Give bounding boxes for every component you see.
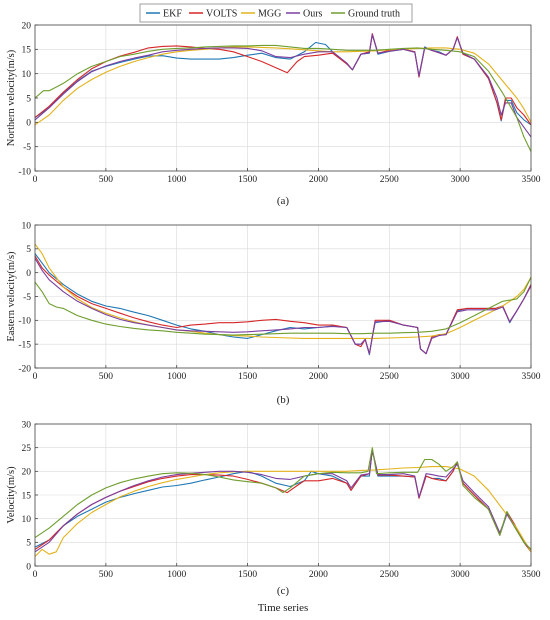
legend-item-ekf: EKF xyxy=(146,9,182,20)
y-tick-label: 20 xyxy=(22,468,32,478)
x-tick-label: 2500 xyxy=(380,372,399,382)
y-tick-label: 15 xyxy=(22,491,32,501)
x-tick-label: 1000 xyxy=(167,175,186,185)
series-line-ours xyxy=(34,258,532,355)
panel-a: 0 500 1000 1500 2000 2500 3000 3500 -10 -5 0 5 10 15 2… xyxy=(6,21,541,185)
legend: EKF VOLTS MGG Ours Ground truth xyxy=(139,3,413,23)
x-axis-title: Time series xyxy=(258,602,309,614)
y-tick-label: 20 xyxy=(22,21,32,31)
y-axis-title: Northern velocity(m/s) xyxy=(6,49,17,146)
x-tick-label: 1500 xyxy=(238,372,257,382)
x-tick-label: 500 xyxy=(99,372,114,382)
y-tick-label: 5 xyxy=(26,94,31,104)
x-tick-label: 3500 xyxy=(522,175,541,185)
x-tick-label: 2000 xyxy=(309,372,328,382)
x-tick-label: 2500 xyxy=(380,175,399,185)
series-line-ekf xyxy=(34,33,532,126)
y-tick-label: 10 xyxy=(22,70,32,80)
y-tick-label: 25 xyxy=(22,444,32,454)
series-line-mgg xyxy=(34,466,532,557)
series-line-volts xyxy=(34,255,532,355)
legend-label-mgg: MGG xyxy=(258,9,281,20)
series-line-ground-truth xyxy=(34,277,532,336)
x-tick-label: 2500 xyxy=(380,570,399,580)
x-tick-label: 0 xyxy=(33,372,38,382)
y-tick-label: 30 xyxy=(22,420,32,430)
x-tick-label: 500 xyxy=(99,570,114,580)
x-tick-label: 3000 xyxy=(451,570,470,580)
legend-item-ground-truth: Ground truth xyxy=(331,9,400,20)
series-line-volts xyxy=(34,33,532,126)
y-tick-label: -5 xyxy=(23,143,31,153)
x-tick-label: 1500 xyxy=(238,570,257,580)
legend-label-ekf: EKF xyxy=(163,9,182,20)
panel-label-c: (c) xyxy=(277,585,290,597)
y-tick-label: -5 xyxy=(23,293,31,303)
series-line-ground-truth xyxy=(34,44,532,152)
series-line-mgg xyxy=(34,243,532,339)
x-tick-label: 1000 xyxy=(167,372,186,382)
y-tick-label: -10 xyxy=(18,317,31,327)
series-line-ours xyxy=(34,34,532,138)
y-tick-label: 10 xyxy=(22,221,32,231)
y-axis-title: Eastern velocity(m/s) xyxy=(6,251,17,342)
legend-item-volts: VOLTS xyxy=(189,9,237,20)
legend-label-ours: Ours xyxy=(303,9,323,20)
legend-item-mgg: MGG xyxy=(241,9,281,20)
y-tick-label: 0 xyxy=(26,269,31,279)
x-tick-label: 3000 xyxy=(451,175,470,185)
y-tick-label: 10 xyxy=(22,515,32,525)
x-tick-label: 0 xyxy=(33,175,38,185)
y-tick-label: 15 xyxy=(22,46,32,56)
y-tick-label: -10 xyxy=(18,167,31,177)
y-tick-label: -20 xyxy=(18,364,31,374)
legend-label-volts: VOLTS xyxy=(206,9,237,20)
x-tick-label: 2000 xyxy=(309,175,328,185)
x-tick-label: 3000 xyxy=(451,372,470,382)
series-line-mgg xyxy=(34,46,532,126)
x-tick-label: 1000 xyxy=(167,570,186,580)
panel-label-a: (a) xyxy=(277,195,290,207)
y-tick-label: 5 xyxy=(26,539,31,549)
series-line-ground-truth xyxy=(34,447,532,550)
x-tick-label: 3500 xyxy=(522,372,541,382)
legend-item-ours: Ours xyxy=(286,9,323,20)
x-tick-label: 500 xyxy=(99,175,114,185)
y-tick-label: 0 xyxy=(26,562,31,572)
y-axis-title: Velocity(m/s) xyxy=(6,466,17,524)
x-tick-label: 3500 xyxy=(522,570,541,580)
legend-box xyxy=(139,3,413,23)
y-tick-label: 5 xyxy=(26,245,31,255)
x-tick-label: 2000 xyxy=(309,570,328,580)
x-tick-label: 0 xyxy=(33,570,38,580)
y-tick-label: -15 xyxy=(18,340,31,350)
panel-c: 0 500 1000 1500 2000 2500 3000 3500 0 5 10 15 20 25 30… xyxy=(6,420,541,580)
x-tick-label: 1500 xyxy=(238,175,257,185)
y-tick-label: 0 xyxy=(26,119,31,129)
series-line-ekf xyxy=(34,253,532,356)
panel-label-b: (b) xyxy=(277,394,290,406)
legend-label-ground-truth: Ground truth xyxy=(348,9,400,20)
panel-b: 0 500 1000 1500 2000 2500 3000 3500 -20 -15 -10 -5 0… xyxy=(6,221,541,382)
